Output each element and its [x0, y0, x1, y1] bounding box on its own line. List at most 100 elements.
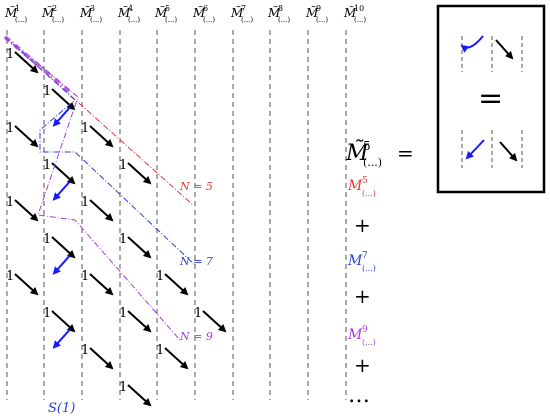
column-header-6: M̃6 (...) — [192, 4, 215, 24]
one-label: 1 — [119, 306, 127, 321]
column-header-sub: (...) — [241, 16, 253, 24]
black-arrows — [14, 51, 227, 407]
blue-arrow — [52, 254, 71, 275]
plus-sign: + — [354, 213, 371, 237]
lhs-equals: = — [397, 141, 414, 165]
black-arrow — [202, 310, 227, 333]
column-header-8: M̃8 (...) — [267, 4, 290, 24]
black-arrow — [89, 347, 114, 370]
black-arrow — [164, 273, 189, 296]
term-sub: (...) — [362, 264, 376, 273]
one-label: 1 — [81, 121, 89, 136]
column-header-9: M̃9 (...) — [305, 4, 328, 24]
column-header-base: M̃ — [267, 5, 281, 20]
plus-sign: + — [354, 353, 371, 377]
term-sub: (...) — [362, 189, 376, 198]
column-header-base: M̃ — [305, 5, 319, 20]
one-label: 1 — [6, 269, 14, 284]
column-header-base: M̃ — [79, 5, 93, 20]
one-label: 1 — [119, 158, 127, 173]
bottom-label: S(1) — [48, 401, 75, 416]
black-arrow — [51, 88, 76, 111]
n-label: N = 5 — [179, 180, 213, 193]
column-header-sup: 10 — [354, 4, 364, 13]
lhs-base: M̃ — [345, 140, 369, 166]
column-header-sup: 1 — [15, 4, 20, 13]
column-header-base: M̃ — [4, 5, 18, 20]
one-label: 1 — [156, 343, 164, 358]
one-label: 1 — [43, 306, 51, 321]
plus-sign: + — [354, 284, 371, 308]
one-label: 1 — [43, 232, 51, 247]
black-arrow — [127, 236, 152, 259]
one-label: 1 — [43, 84, 51, 99]
column-header-sup: 5 — [165, 4, 170, 13]
plus-signs: + + + — [354, 213, 371, 377]
term-base: M — [347, 178, 363, 194]
column-header-2: M̃2 (...) — [41, 4, 64, 24]
column-header-sup: 4 — [128, 4, 133, 13]
column-header-4: M̃4 (...) — [117, 4, 140, 24]
one-label: 1 — [6, 47, 14, 62]
column-header-base: M̃ — [192, 5, 206, 20]
n-labels: N = 5 N = 7 N = 9 — [179, 180, 213, 343]
lhs-term: M̃ 5 (...) = — [345, 139, 414, 169]
column-header-sub: (...) — [52, 16, 64, 24]
column-header-sub: (...) — [15, 16, 27, 24]
column-header-sup: 6 — [203, 4, 208, 13]
one-label: 1 — [119, 380, 127, 395]
column-header-3: M̃3 (...) — [79, 4, 102, 24]
inset-box: = — [436, 4, 546, 194]
black-arrow — [14, 51, 39, 74]
black-arrow — [89, 199, 114, 222]
column-header-sup: 8 — [278, 4, 283, 13]
red-path — [4, 36, 194, 206]
column-header-sup: 2 — [52, 4, 57, 13]
column-header-sup: 7 — [241, 4, 246, 13]
blue-arrow — [52, 106, 71, 127]
one-label: 1 — [81, 195, 89, 210]
black-arrow — [51, 162, 76, 185]
one-label: 1 — [81, 269, 89, 284]
blue-path — [4, 36, 196, 266]
one-label: 1 — [6, 195, 14, 210]
column-header-sub: (...) — [316, 16, 328, 24]
term-sup: 9 — [362, 325, 368, 335]
inset-black-arrow-top — [495, 39, 514, 60]
rhs-terms: M 5(...)M 7(...)M 9(...) — [347, 176, 376, 347]
one-label: 1 — [43, 158, 51, 173]
black-arrow — [127, 384, 152, 407]
column-header-sub: (...) — [128, 16, 140, 24]
one-label: 1 — [194, 306, 202, 321]
column-header-sub: (...) — [354, 16, 366, 24]
column-header-1: M̃1 (...) — [4, 4, 27, 24]
n-label: N = 9 — [179, 330, 213, 343]
column-header-base: M̃ — [154, 5, 168, 20]
purple-path — [4, 36, 181, 341]
column-header-sup: 3 — [90, 4, 95, 13]
black-arrow — [164, 347, 189, 370]
inset-blue-arrow — [465, 139, 485, 160]
inset-black-arrow-bottom — [499, 141, 518, 162]
column-header-sub: (...) — [90, 16, 102, 24]
lhs-sup: 5 — [363, 139, 371, 153]
column-header-sub: (...) — [203, 16, 215, 24]
black-arrow — [89, 125, 114, 148]
blue-arrows — [52, 106, 71, 349]
rhs-term-5: M 5 (...) — [347, 176, 376, 198]
purple-thick-start — [3, 35, 72, 94]
one-label: 1 — [6, 121, 14, 136]
ellipsis: … — [348, 383, 370, 408]
one-label: 1 — [156, 269, 164, 284]
rhs-term-7: M 7 (...) — [347, 251, 376, 273]
dash-dot-paths — [3, 35, 196, 341]
column-header-sup: 9 — [316, 4, 321, 13]
term-sup: 7 — [362, 251, 368, 261]
n-label: N = 7 — [179, 255, 213, 268]
column-header-10: M̃10 (...) — [343, 4, 366, 24]
black-arrow — [127, 162, 152, 185]
inset-frame — [436, 4, 546, 194]
black-arrow — [14, 273, 39, 296]
inset-equals: = — [478, 81, 503, 116]
